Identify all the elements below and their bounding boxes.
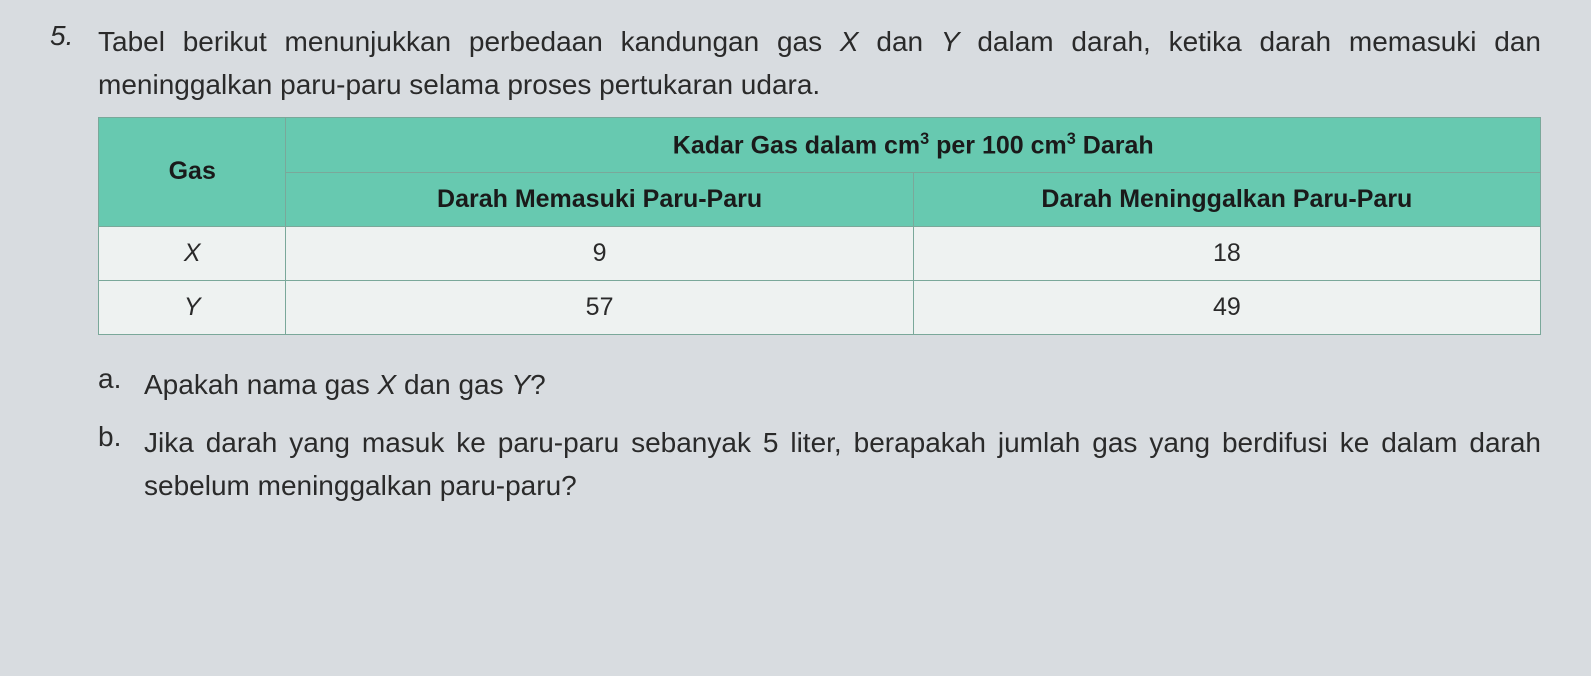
text-segment: Tabel berikut menunjukkan perbedaan kand…: [98, 26, 840, 57]
text-segment: Apakah nama gas: [144, 369, 378, 400]
cell-masuk: 9: [286, 227, 913, 281]
text-segment: dan gas: [396, 369, 511, 400]
header-keluar: Darah Meninggalkan Paru-Paru: [913, 173, 1540, 227]
header-kadar-mid: per 100 cm: [929, 131, 1067, 159]
variable-y: Y: [941, 26, 960, 57]
exponent: 3: [920, 130, 929, 148]
table-header-row: Gas Kadar Gas dalam cm3 per 100 cm3 Dara…: [99, 117, 1541, 172]
text-segment: dan: [859, 26, 941, 57]
exponent: 3: [1067, 130, 1076, 148]
header-masuk: Darah Memasuki Paru-Paru: [286, 173, 913, 227]
cell-keluar: 49: [913, 281, 1540, 335]
header-kadar: Kadar Gas dalam cm3 per 100 cm3 Darah: [286, 117, 1541, 172]
table-subheader-row: Darah Memasuki Paru-Paru Darah Meninggal…: [99, 173, 1541, 227]
question-container: 5. Tabel berikut menunjukkan perbedaan k…: [50, 20, 1541, 107]
table-row: Y 57 49: [99, 281, 1541, 335]
header-kadar-pre: Kadar Gas dalam cm: [673, 131, 920, 159]
variable-x: X: [840, 26, 859, 57]
gas-table: Gas Kadar Gas dalam cm3 per 100 cm3 Dara…: [98, 117, 1541, 335]
variable-y: Y: [511, 369, 530, 400]
question-text: Tabel berikut menunjukkan perbedaan kand…: [98, 20, 1541, 107]
cell-keluar: 18: [913, 227, 1540, 281]
table-wrapper: Gas Kadar Gas dalam cm3 per 100 cm3 Dara…: [98, 117, 1541, 335]
cell-gas: X: [99, 227, 286, 281]
question-number: 5.: [50, 20, 80, 52]
sub-letter: b.: [98, 421, 122, 453]
cell-masuk: 57: [286, 281, 913, 335]
header-kadar-post: Darah: [1076, 131, 1154, 159]
text-segment: ?: [530, 369, 546, 400]
sub-letter: a.: [98, 363, 122, 395]
cell-gas: Y: [99, 281, 286, 335]
sub-text: Jika darah yang masuk ke paru-paru seban…: [144, 421, 1541, 508]
header-gas: Gas: [99, 117, 286, 226]
sub-question-b: b. Jika darah yang masuk ke paru-paru se…: [98, 421, 1541, 508]
sub-text: Apakah nama gas X dan gas Y?: [144, 363, 1541, 406]
table-row: X 9 18: [99, 227, 1541, 281]
sub-question-a: a. Apakah nama gas X dan gas Y?: [98, 363, 1541, 406]
variable-x: X: [378, 369, 397, 400]
